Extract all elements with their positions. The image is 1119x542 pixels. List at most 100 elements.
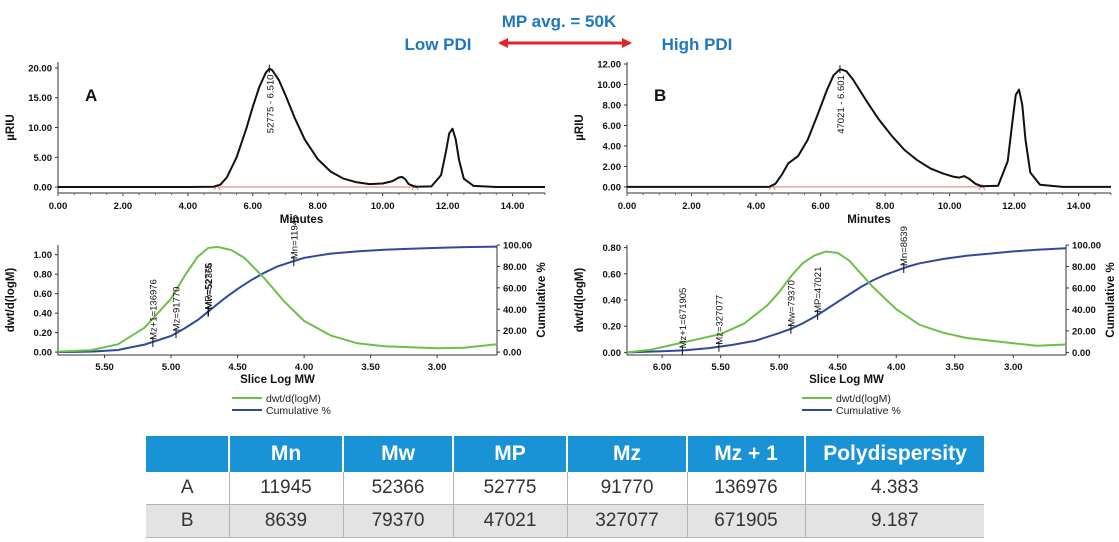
marker-label: Mz+1=671905 <box>678 288 689 349</box>
table-cell: 9.187 <box>805 504 984 538</box>
right-y-tick-label: 80.00 <box>503 262 527 273</box>
table-header-cell: Polydispersity <box>805 436 984 472</box>
table-row: A 11945 52366 52775 91770 136976 4.383 <box>146 472 984 505</box>
x-tick-label: 5.50 <box>711 362 730 373</box>
x-tick-label: 0.00 <box>618 201 637 212</box>
table-cell: B <box>146 504 230 538</box>
x-axis-title: Slice Log MW <box>240 374 315 386</box>
table-cell: 671905 <box>687 504 806 538</box>
cumulative-curve <box>626 247 1067 354</box>
x-tick-label: 10.00 <box>938 201 962 212</box>
x-axis-title: Minutes <box>280 214 323 226</box>
figure-canvas: MP avg. = 50K Low PDI High PDI 0.00 5.00 1… <box>5 12 1117 417</box>
x-tick-label: 14.00 <box>1067 201 1091 212</box>
right-y-tick-label: 40.00 <box>503 305 527 316</box>
mp-avg-title: MP avg. = 50K <box>502 12 617 31</box>
table-cell: 79370 <box>343 504 454 538</box>
x-tick-label: 4.50 <box>228 362 247 373</box>
y-tick-label: 15.00 <box>28 93 52 104</box>
y-tick-label: 4.00 <box>603 141 622 152</box>
table-cell: 47021 <box>453 504 568 538</box>
y-tick-label: 6.00 <box>603 121 622 132</box>
right-y-axis-title: Cumulative % <box>1105 262 1117 337</box>
y-tick-label: 2.00 <box>603 162 622 173</box>
cumulative-curve <box>57 245 498 354</box>
x-axis-title: Minutes <box>847 214 890 226</box>
right-y-tick-label: 0.00 <box>503 348 522 359</box>
legend-dwt-label: dwt/d(logM) <box>266 393 321 405</box>
x-tick-label: 5.50 <box>95 362 114 373</box>
table-cell: 8639 <box>229 504 344 538</box>
x-tick-label: 4.00 <box>747 201 766 212</box>
chromatogram-trace <box>58 67 545 188</box>
x-tick-label: 4.50 <box>828 362 847 373</box>
table-cell: 11945 <box>229 472 344 505</box>
y-tick-label: 0.80 <box>603 243 622 254</box>
x-tick-label: 3.00 <box>428 362 447 373</box>
marker-label: MP=52775 <box>204 263 215 309</box>
table-cell: 52366 <box>343 472 454 505</box>
y-tick-label: 10.00 <box>28 123 52 134</box>
marker-label: Mn=8639 <box>899 226 910 266</box>
chromatogram-trace <box>627 68 1111 188</box>
x-tick-label: 14.00 <box>501 201 525 212</box>
distribution-b: 0.00 0.20 0.40 0.60 0.80 0.00 20.00 40.00 60.00 8… <box>574 226 1117 386</box>
y-tick-label: 0.00 <box>603 348 622 359</box>
right-y-axis-title: Cumulative % <box>536 262 548 337</box>
table-cell: 52775 <box>453 472 568 505</box>
x-tick-label: 4.00 <box>295 362 314 373</box>
chromatogram-b: 0.00 2.00 4.00 6.00 8.00 10.00 12.00 0.00 2.00 4.… <box>574 60 1112 226</box>
y-tick-label: 0.20 <box>34 328 53 339</box>
y-tick-label: 12.00 <box>597 60 621 71</box>
low-pdi-label: Low PDI <box>404 35 471 54</box>
high-pdi-label: High PDI <box>662 35 733 54</box>
marker-label: Mw=52366 <box>204 263 215 310</box>
dwt-curve <box>626 250 1067 354</box>
x-tick-label: 10.00 <box>371 201 395 212</box>
peak-label: 52775 - 6.510 <box>265 75 276 134</box>
marker-label: Mw=79370 <box>786 280 797 327</box>
marker-label: MP=47021 <box>813 267 824 313</box>
table-cell: 91770 <box>567 472 688 505</box>
x-tick-label: 2.00 <box>682 201 701 212</box>
x-tick-label: 2.00 <box>114 201 133 212</box>
panel-label: B <box>654 86 666 105</box>
legend-b: dwt/d(logM) Cumulative % <box>802 393 901 417</box>
x-tick-label: 12.00 <box>436 201 460 212</box>
y-tick-label: 8.00 <box>603 100 622 111</box>
table-header-cell: Mz + 1 <box>687 436 806 472</box>
marker-label: Mz=91770 <box>171 287 182 332</box>
y-tick-label: 1.00 <box>34 250 53 261</box>
right-y-tick-label: 60.00 <box>1072 283 1096 294</box>
right-y-tick-label: 60.00 <box>503 283 527 294</box>
y-tick-label: 20.00 <box>28 63 52 74</box>
x-tick-label: 8.00 <box>308 201 327 212</box>
x-tick-label: 3.50 <box>361 362 380 373</box>
y-axis-title: dwt/d(logM) <box>5 268 17 333</box>
table-header-cell: MP <box>453 436 568 472</box>
y-axis-title: µRIU <box>574 114 586 140</box>
y-tick-label: 0.20 <box>603 322 622 333</box>
y-axis-title: dwt/d(logM) <box>574 268 586 333</box>
right-y-tick-label: 0.00 <box>1072 348 1091 359</box>
table-header-cell: Mn <box>229 436 344 472</box>
table-cell: 4.383 <box>805 472 984 505</box>
y-tick-label: 0.00 <box>34 183 53 194</box>
y-tick-label: 0.40 <box>603 296 622 307</box>
peak-label: 47021 - 6.601 <box>836 75 847 134</box>
right-y-tick-label: 100.00 <box>1072 241 1101 252</box>
right-y-tick-label: 20.00 <box>503 326 527 337</box>
legend-cum-label: Cumulative % <box>266 405 331 417</box>
x-tick-label: 5.00 <box>162 362 181 373</box>
marker-label: Mz+1=136976 <box>148 279 159 340</box>
y-axis-title: µRIU <box>5 114 17 140</box>
right-y-tick-label: 80.00 <box>1072 262 1096 273</box>
y-tick-label: 0.40 <box>34 309 53 320</box>
molecular-weight-table: Mn Mw MP Mz Mz + 1 Polydispersity A 1194… <box>146 436 984 538</box>
x-tick-label: 12.00 <box>1002 201 1026 212</box>
table-cell: 136976 <box>687 472 806 505</box>
right-y-tick-label: 40.00 <box>1072 305 1096 316</box>
y-tick-label: 0.60 <box>34 289 53 300</box>
table-cell: A <box>146 472 230 505</box>
marker-label: Mn=11945 <box>289 215 300 259</box>
